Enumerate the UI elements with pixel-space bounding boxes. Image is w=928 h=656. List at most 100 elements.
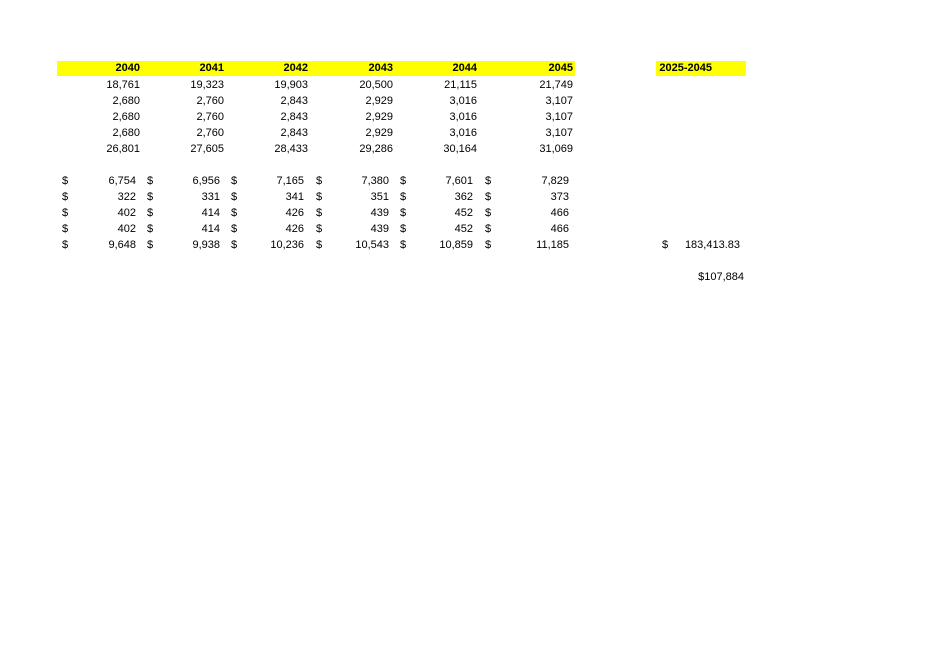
- currency-symbol: $: [231, 175, 238, 187]
- table-cell: 414: [201, 223, 220, 235]
- currency-symbol: $: [485, 191, 492, 203]
- currency-symbol: $: [485, 207, 492, 219]
- currency-symbol: $: [316, 191, 323, 203]
- table-cell: 2,929: [365, 111, 393, 123]
- currency-symbol: $: [485, 239, 492, 251]
- table-cell: 10,543: [355, 239, 389, 251]
- currency-symbol: $: [62, 207, 69, 219]
- table-cell: 2,929: [365, 127, 393, 139]
- table-cell: 18,761: [106, 79, 140, 91]
- total-currency-symbol: $: [662, 239, 669, 251]
- header-highlight: [57, 61, 575, 76]
- table-cell: 31,069: [539, 143, 573, 155]
- table-cell: 466: [550, 207, 569, 219]
- currency-symbol: $: [316, 207, 323, 219]
- currency-symbol: $: [231, 239, 238, 251]
- table-cell: 3,107: [545, 111, 573, 123]
- table-cell: 3,107: [545, 127, 573, 139]
- table-cell: 2,680: [112, 111, 140, 123]
- table-cell: 341: [285, 191, 304, 203]
- table-cell: 7,380: [361, 175, 389, 187]
- table-cell: 21,115: [444, 79, 477, 91]
- table-cell: 9,938: [192, 239, 220, 251]
- total-value: 183,413.83: [684, 239, 740, 251]
- table-cell: 28,433: [274, 143, 308, 155]
- currency-symbol: $: [62, 175, 69, 187]
- currency-symbol: $: [62, 223, 69, 235]
- currency-symbol: $: [485, 175, 492, 187]
- table-cell: 2,843: [280, 95, 308, 107]
- currency-symbol: $: [147, 239, 154, 251]
- table-cell: 10,236: [270, 239, 304, 251]
- currency-symbol: $: [400, 223, 407, 235]
- table-cell: 439: [370, 207, 389, 219]
- table-cell: 331: [201, 191, 220, 203]
- summary-value: $107,884: [698, 271, 744, 283]
- table-cell: 27,605: [190, 143, 224, 155]
- table-cell: 452: [454, 223, 473, 235]
- currency-symbol: $: [316, 175, 323, 187]
- table-cell: 29,286: [359, 143, 393, 155]
- table-cell: 7,165: [276, 175, 304, 187]
- total-header-highlight: [656, 61, 746, 76]
- table-cell: 7,829: [541, 175, 569, 187]
- table-cell: 402: [117, 223, 136, 235]
- year-header: 2044: [452, 62, 477, 74]
- currency-symbol: $: [231, 191, 238, 203]
- table-cell: 426: [285, 207, 304, 219]
- currency-symbol: $: [147, 207, 154, 219]
- currency-symbol: $: [147, 175, 154, 187]
- table-cell: 2,760: [196, 127, 224, 139]
- table-cell: 2,843: [280, 111, 308, 123]
- table-cell: 2,760: [196, 95, 224, 107]
- total-period-header: 2025-2045: [659, 62, 712, 74]
- table-cell: 2,843: [280, 127, 308, 139]
- table-cell: 26,801: [106, 143, 140, 155]
- table-cell: 7,601: [445, 175, 473, 187]
- currency-symbol: $: [316, 239, 323, 251]
- year-header: 2040: [115, 62, 140, 74]
- year-header: 2042: [283, 62, 308, 74]
- table-cell: 402: [117, 207, 136, 219]
- table-cell: 19,323: [190, 79, 224, 91]
- table-cell: 2,680: [112, 127, 140, 139]
- currency-symbol: $: [231, 207, 238, 219]
- table-cell: 3,016: [449, 95, 477, 107]
- table-cell: 2,760: [196, 111, 224, 123]
- currency-symbol: $: [231, 223, 238, 235]
- year-header: 2041: [199, 62, 224, 74]
- currency-symbol: $: [147, 223, 154, 235]
- table-cell: 20,500: [359, 79, 393, 91]
- table-cell: 452: [454, 207, 473, 219]
- table-cell: 466: [550, 223, 569, 235]
- table-cell: 322: [117, 191, 136, 203]
- table-cell: 9,648: [108, 239, 136, 251]
- table-cell: 21,749: [539, 79, 573, 91]
- table-cell: 30,164: [443, 143, 477, 155]
- year-header: 2045: [548, 62, 573, 74]
- table-cell: 2,929: [365, 95, 393, 107]
- currency-symbol: $: [62, 239, 69, 251]
- year-header: 2043: [368, 62, 393, 74]
- table-cell: 10,859: [439, 239, 473, 251]
- table-cell: 3,016: [449, 111, 477, 123]
- table-cell: 426: [285, 223, 304, 235]
- currency-symbol: $: [400, 191, 407, 203]
- table-cell: 6,754: [108, 175, 136, 187]
- table-cell: 414: [201, 207, 220, 219]
- table-cell: 362: [454, 191, 473, 203]
- table-cell: 3,107: [545, 95, 573, 107]
- table-cell: 19,903: [274, 79, 308, 91]
- table-cell: 351: [370, 191, 389, 203]
- table-cell: 11,185: [536, 239, 569, 251]
- table-cell: 2,680: [112, 95, 140, 107]
- currency-symbol: $: [400, 207, 407, 219]
- currency-symbol: $: [400, 239, 407, 251]
- currency-symbol: $: [400, 175, 407, 187]
- table-cell: 6,956: [192, 175, 220, 187]
- currency-symbol: $: [485, 223, 492, 235]
- table-cell: 439: [370, 223, 389, 235]
- currency-symbol: $: [147, 191, 154, 203]
- currency-symbol: $: [62, 191, 69, 203]
- currency-symbol: $: [316, 223, 323, 235]
